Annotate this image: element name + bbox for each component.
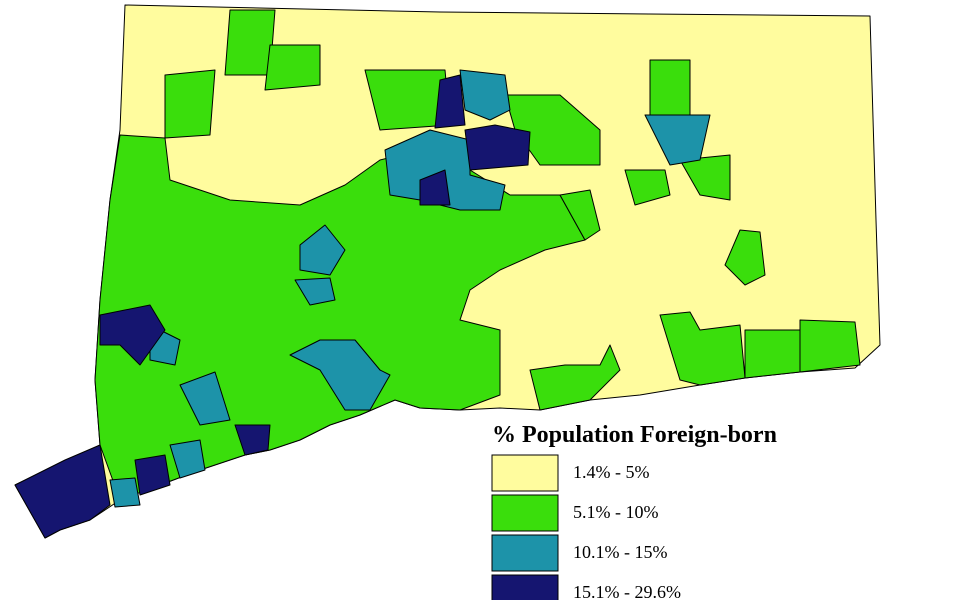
town-region [164,69,216,139]
town-region [559,189,601,241]
town-region [14,444,111,539]
town-region [724,229,766,286]
town-region [134,454,171,496]
town-region [179,371,231,426]
town-region [169,439,206,479]
town-region [744,329,801,379]
town-region [624,169,671,206]
legend-title: % Population Foreign-born [492,422,777,448]
town-region [799,319,861,373]
town-region [649,59,691,116]
town-region [264,44,321,91]
town-region [679,154,731,201]
legend-label: 10.1% - 15% [573,542,667,562]
legend-label: 15.1% - 29.6% [573,582,681,600]
town-region [234,424,271,456]
legend-swatch [491,494,559,532]
legend-label: 1.4% - 5% [573,462,649,482]
town-region [529,344,621,411]
town-region [464,124,531,171]
town-region [434,74,466,129]
town-region [659,311,746,386]
town-region [289,339,391,411]
town-region [109,477,141,508]
town-region [459,69,511,121]
town-region [299,224,346,276]
town-region [99,304,166,366]
town-region [419,169,451,206]
legend-swatch [491,574,559,600]
legend-swatch [491,454,559,492]
towns [14,4,881,539]
legend-swatch [491,534,559,572]
legend-label: 5.1% - 10% [573,502,658,522]
town-region [644,114,711,166]
legend: % Population Foreign-born 1.4% - 5% 5.1% … [491,422,777,600]
town-region [294,277,336,306]
